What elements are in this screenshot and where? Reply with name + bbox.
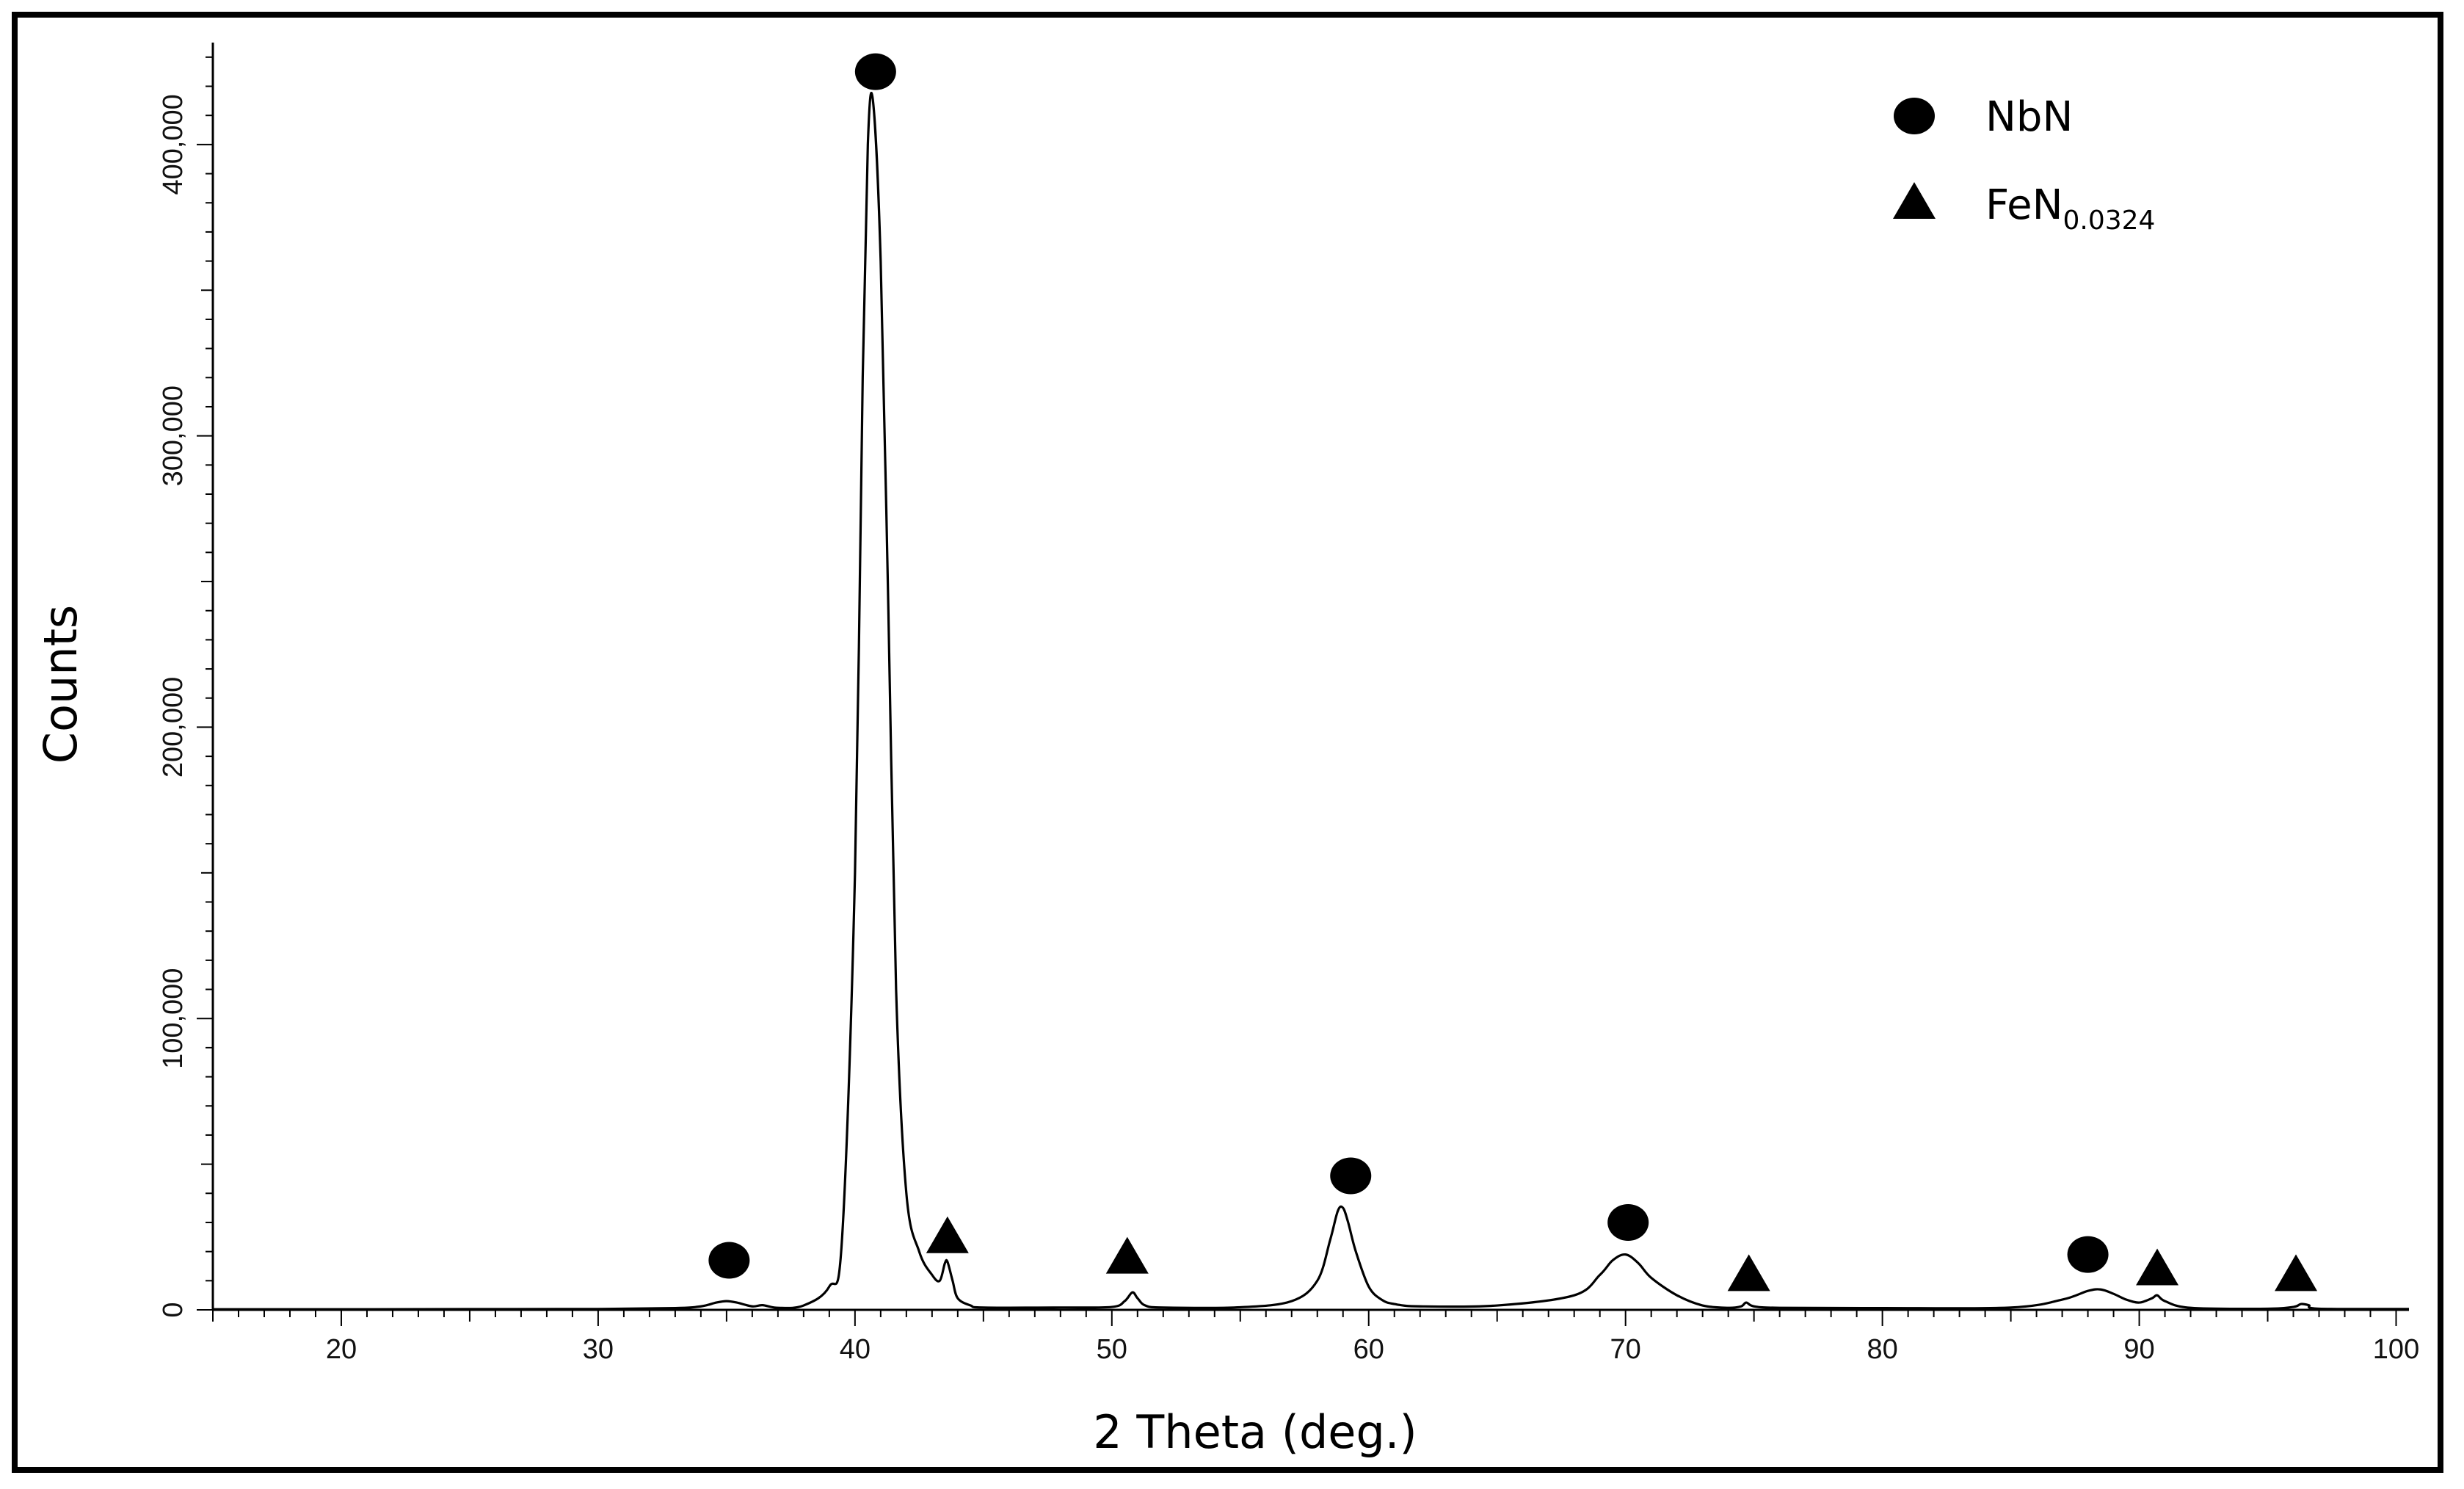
nbn-peak-marker — [2067, 1236, 2109, 1273]
legend: NbN FeN0.0324 — [1893, 93, 2155, 236]
legend-label-nbn: NbN — [1985, 93, 2073, 141]
x-axis-title: 2 Theta (deg.) — [1093, 1405, 1417, 1459]
x-tick-label: 20 — [326, 1334, 357, 1365]
nbn-peak-marker — [708, 1242, 750, 1279]
y-tick-label: 0 — [158, 1302, 189, 1317]
legend-label-fen-subscript: 0.0324 — [2063, 206, 2156, 236]
fen-peak-marker — [2275, 1254, 2318, 1291]
y-tick-label: 300,000 — [158, 385, 189, 486]
x-tick-label: 60 — [1353, 1334, 1384, 1365]
nbn-peak-marker — [854, 53, 896, 90]
x-tick-label: 80 — [1867, 1334, 1897, 1365]
legend-circle-marker — [1894, 98, 1935, 134]
nbn-peak-marker — [1330, 1157, 1372, 1195]
x-ticks: 20 30 40 50 60 70 80 90 100 — [212, 1310, 2419, 1365]
y-tick-label: 100,000 — [158, 968, 189, 1069]
y-axis-title: Counts — [34, 605, 87, 764]
x-tick-label: 100 — [2373, 1334, 2419, 1365]
y-tick-label: 200,000 — [158, 677, 189, 778]
x-tick-label: 50 — [1097, 1334, 1127, 1365]
fen-peak-marker — [926, 1216, 969, 1253]
x-tick-label: 40 — [840, 1334, 871, 1365]
axes: 20 30 40 50 60 70 80 90 100 0 100,000 200,000 300,0… — [158, 43, 2419, 1365]
legend-label-fen: FeN0.0324 — [1985, 181, 2155, 236]
y-tick-label: 400,000 — [158, 94, 189, 195]
fen-peak-marker — [1105, 1236, 1149, 1274]
legend-label-fen-base: FeN — [1985, 181, 2063, 229]
fen-peak-marker — [1727, 1254, 1770, 1291]
x-tick-label: 90 — [2123, 1334, 2154, 1365]
figure-frame — [12, 12, 2443, 1473]
x-tick-label: 70 — [1610, 1334, 1641, 1365]
x-tick-label: 30 — [583, 1334, 614, 1365]
fen-peak-marker — [2136, 1248, 2179, 1286]
legend-triangle-marker — [1893, 182, 1936, 219]
y-ticks: 0 100,000 200,000 300,000 400,000 — [158, 56, 213, 1318]
series-line — [212, 91, 2410, 1311]
phase-markers — [708, 53, 2318, 1291]
nbn-peak-marker — [1607, 1203, 1649, 1241]
